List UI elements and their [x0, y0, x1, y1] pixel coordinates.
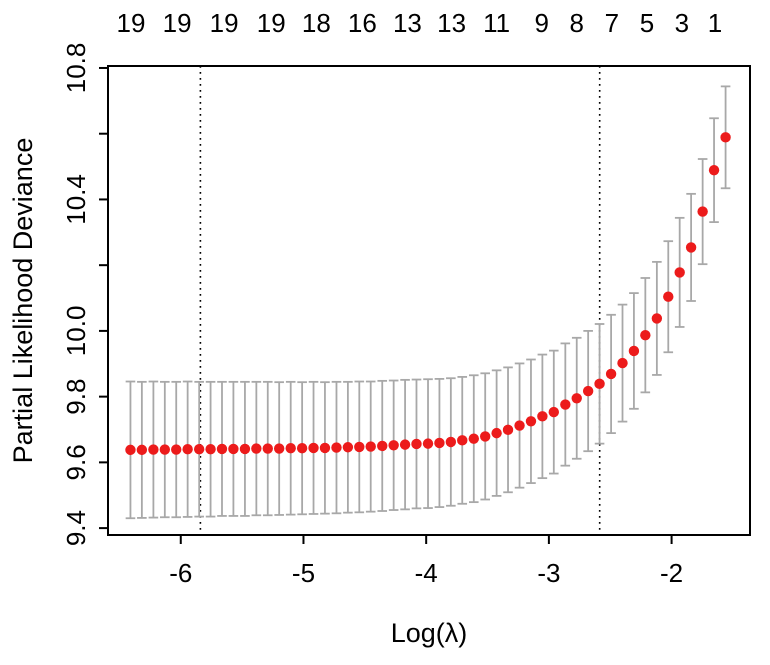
- data-point: [308, 442, 319, 454]
- y-axis-title: Partial Likelihood Deviance: [8, 138, 38, 464]
- data-point: [537, 411, 548, 422]
- data-point: [640, 329, 651, 341]
- data-point: [388, 440, 399, 451]
- top-axis-label: 13: [393, 8, 422, 38]
- data-point: [285, 443, 296, 454]
- data-point: [377, 440, 388, 452]
- top-axis-label: 11: [483, 8, 510, 38]
- data-point: [582, 385, 594, 397]
- top-axis-label: 16: [348, 8, 377, 38]
- data-point: [502, 424, 514, 436]
- data-point: [594, 378, 605, 390]
- data-point: [697, 206, 708, 217]
- data-point: [720, 132, 731, 143]
- data-point: [365, 441, 376, 452]
- data-point: [273, 443, 285, 454]
- y-tick-label: 9.4: [61, 510, 91, 546]
- data-point: [193, 444, 205, 455]
- top-axis-label: 19: [257, 8, 286, 38]
- y-tick-label: 9.8: [61, 379, 91, 415]
- data-point: [445, 436, 457, 448]
- x-tick-label: -4: [415, 558, 438, 588]
- x-tick-label: -2: [660, 558, 683, 588]
- data-point: [628, 345, 640, 357]
- data-point: [663, 291, 674, 302]
- data-point: [708, 164, 720, 176]
- data-point: [491, 427, 502, 439]
- top-axis-label: 18: [302, 8, 331, 38]
- data-point: [479, 431, 491, 442]
- data-point: [605, 368, 617, 380]
- data-point: [159, 444, 171, 455]
- data-point: [262, 443, 273, 454]
- x-axis-title: Log(λ): [391, 618, 468, 648]
- data-point: [457, 435, 468, 446]
- x-tick-label: -6: [169, 558, 192, 588]
- data-point: [342, 442, 354, 453]
- data-point: [685, 242, 697, 253]
- data-point: [148, 444, 159, 455]
- data-point: [331, 442, 342, 453]
- data-point: [296, 443, 308, 454]
- top-axis-label: 13: [437, 8, 466, 38]
- data-point: [136, 444, 148, 456]
- x-tick-label: -5: [292, 558, 315, 588]
- x-tick-label: -3: [537, 558, 560, 588]
- top-axis-label: 7: [605, 8, 619, 38]
- data-point: [571, 393, 582, 404]
- data-point: [468, 433, 479, 444]
- data-point: [514, 420, 525, 431]
- data-point: [560, 399, 571, 410]
- y-tick-label: 10.8: [61, 43, 91, 94]
- data-point: [125, 444, 136, 456]
- data-point: [548, 406, 559, 418]
- data-point: [228, 443, 239, 455]
- data-point: [674, 267, 685, 278]
- data-point: [182, 444, 193, 455]
- data-point: [171, 444, 182, 455]
- data-point: [251, 443, 262, 454]
- top-axis-label: 8: [570, 8, 584, 38]
- top-axis-label: 1: [708, 8, 722, 38]
- data-point: [525, 416, 537, 427]
- data-point: [617, 357, 628, 369]
- data-point: [434, 437, 445, 449]
- data-point: [216, 443, 228, 455]
- top-axis-label: 3: [675, 8, 689, 38]
- plot-box: [107, 65, 751, 536]
- top-axis-label: 9: [535, 8, 549, 38]
- data-point: [422, 438, 434, 449]
- data-point: [239, 443, 251, 455]
- top-axis-label: 5: [640, 8, 654, 38]
- y-tick-label: 10.4: [61, 174, 91, 225]
- data-point: [354, 441, 365, 453]
- data-point: [205, 444, 216, 455]
- data-point: [411, 438, 422, 450]
- top-axis-label: 19: [210, 8, 239, 38]
- top-axis-label: 19: [163, 8, 192, 38]
- data-point: [399, 439, 411, 450]
- data-point: [651, 313, 663, 324]
- data-point: [319, 442, 331, 454]
- y-tick-label: 9.6: [61, 444, 91, 480]
- top-axis-label: 19: [116, 8, 145, 38]
- y-tick-label: 10.0: [61, 306, 91, 357]
